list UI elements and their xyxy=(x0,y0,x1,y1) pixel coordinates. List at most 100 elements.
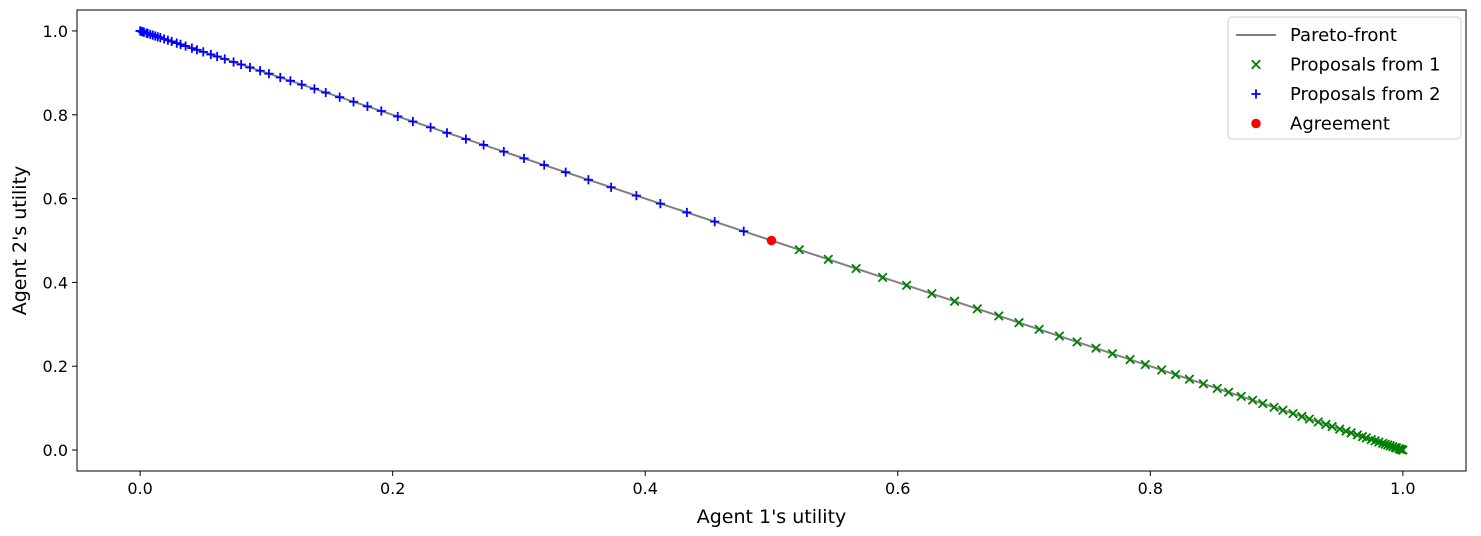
proposals-from-2-point xyxy=(228,57,239,67)
proposals-from-2-point xyxy=(561,167,571,177)
legend-label-proposals-from-1: Proposals from 1 xyxy=(1290,55,1441,76)
legend-swatch-proposals-from-1 xyxy=(1251,59,1261,70)
legend-swatch-agreement xyxy=(1251,118,1261,129)
proposals-from-1-point xyxy=(949,296,960,307)
proposals-from-2-point xyxy=(583,175,594,185)
proposals-from-2-point xyxy=(192,45,202,55)
proposals-from-2-point xyxy=(321,87,331,98)
proposals-from-1-point xyxy=(794,244,805,255)
y-tick-label: 0.8 xyxy=(43,106,68,125)
agreement-point xyxy=(766,235,777,246)
proposals-from-1-point xyxy=(823,254,834,265)
proposals-from-1-point xyxy=(1034,324,1045,335)
proposals-from-2-point xyxy=(264,69,274,79)
proposals-from-2-point xyxy=(206,49,216,60)
proposals-from-2-point xyxy=(376,106,386,116)
legend-box xyxy=(1227,16,1462,140)
proposals-from-1-point xyxy=(1313,417,1324,427)
x-tick-label: 1.0 xyxy=(1390,479,1415,498)
proposals-from-1-point xyxy=(1170,369,1181,380)
y-tick-label: 0.6 xyxy=(43,190,68,209)
proposals-from-1-point xyxy=(1184,374,1195,385)
proposals-from-2-point xyxy=(631,191,641,201)
proposals-from-2-point xyxy=(175,39,186,49)
x-tick-label: 0.8 xyxy=(1138,479,1163,498)
proposals-from-1-point xyxy=(1304,414,1315,424)
proposals-from-2-point xyxy=(309,84,319,94)
proposals-from-2-point xyxy=(245,62,255,73)
proposals-from-1-point xyxy=(1346,428,1356,438)
x-tick-label: 0.6 xyxy=(885,479,910,498)
proposals-from-2-point xyxy=(236,59,246,70)
proposals-from-1-point xyxy=(901,280,912,291)
y-tick-label: 0.4 xyxy=(43,273,68,292)
x-axis-label: Agent 1's utility xyxy=(697,506,847,528)
proposals-from-2-point xyxy=(710,217,720,227)
proposals-from-2-point xyxy=(499,147,509,157)
proposals-from-1-point xyxy=(1212,383,1223,394)
y-axis-label: Agent 2's utility xyxy=(9,166,31,316)
proposals-from-1-point xyxy=(1125,354,1135,365)
proposals-from-2-point xyxy=(739,226,749,236)
proposals-from-2-point xyxy=(442,128,452,138)
y-tick-label: 0.0 xyxy=(43,441,68,460)
proposals-from-2-point xyxy=(606,182,616,192)
proposals-from-1-point xyxy=(1297,411,1307,422)
proposals-from-1-point xyxy=(1014,317,1024,328)
proposals-from-2-point xyxy=(285,76,296,86)
proposals-from-2-point xyxy=(519,153,529,163)
proposals-from-1-point xyxy=(1156,365,1167,375)
proposals-from-2-point xyxy=(393,111,403,122)
legend-label-proposals-from-2: Proposals from 2 xyxy=(1290,84,1441,105)
proposals-from-1-point xyxy=(1198,378,1209,389)
proposals-from-2-point xyxy=(335,92,345,102)
x-tick-label: 0.4 xyxy=(633,479,658,498)
proposals-from-2-point xyxy=(655,199,665,209)
proposals-from-1-point xyxy=(1327,421,1337,432)
proposals-from-1-point xyxy=(1269,402,1279,413)
y-tick-label: 1.0 xyxy=(43,22,68,41)
proposals-from-1-point xyxy=(972,303,983,314)
proposals-from-1-point xyxy=(877,272,888,283)
plot-area xyxy=(135,26,1408,455)
legend-label-pareto-front: Pareto-front xyxy=(1290,25,1397,46)
proposals-from-2-point xyxy=(297,79,307,90)
proposals-from-2-point xyxy=(362,101,373,111)
proposals-from-2-point xyxy=(187,43,197,53)
proposals-from-2-point xyxy=(275,72,285,83)
proposals-from-1-point xyxy=(1091,343,1101,354)
axis-ticks: 0.0 0.2 0.4 0.6 0.8 1.0 0.0 0.2 0.4 0.6 0.8 1.0 xyxy=(43,22,1416,498)
proposals-from-1-point xyxy=(1140,359,1151,370)
proposals-from-1-point xyxy=(1398,445,1408,455)
y-tick-label: 0.2 xyxy=(43,357,68,376)
proposals-from-2-point xyxy=(682,207,692,218)
proposals-from-1-point xyxy=(1288,408,1298,419)
proposals-from-2-point xyxy=(539,160,549,170)
proposals-from-1-point xyxy=(927,288,937,299)
agreement-points xyxy=(766,235,777,246)
proposals-from-2-point xyxy=(220,54,230,64)
proposals-from-2-point xyxy=(212,51,222,62)
proposals-from-1-point xyxy=(1054,331,1065,341)
proposals-from-2-point xyxy=(408,116,418,127)
proposals-from-1-point xyxy=(1334,424,1345,434)
proposals-from-2-point xyxy=(198,47,208,57)
proposals-from-1-point xyxy=(1072,337,1082,347)
proposals-from-1-point xyxy=(1247,395,1258,406)
proposals-from-1-point xyxy=(1236,391,1247,402)
proposals-from-2-point xyxy=(167,36,177,47)
proposals-from-1-point xyxy=(1321,419,1331,430)
proposals-from-2-point xyxy=(348,97,359,107)
proposals-from-1-points xyxy=(794,244,1408,455)
legend: Pareto-front Proposals from 1 Proposals fr… xyxy=(1227,16,1462,140)
proposals-from-1-point xyxy=(1257,398,1268,409)
proposals-from-2-point xyxy=(478,140,489,150)
proposals-from-1-point xyxy=(1107,348,1118,359)
proposals-from-1-point xyxy=(1278,405,1288,416)
proposals-from-1-point xyxy=(1223,387,1234,398)
proposals-from-2-points xyxy=(135,26,749,236)
x-tick-label: 0.0 xyxy=(127,479,152,498)
proposals-from-1-point xyxy=(851,263,861,274)
x-tick-label: 0.2 xyxy=(380,479,405,498)
